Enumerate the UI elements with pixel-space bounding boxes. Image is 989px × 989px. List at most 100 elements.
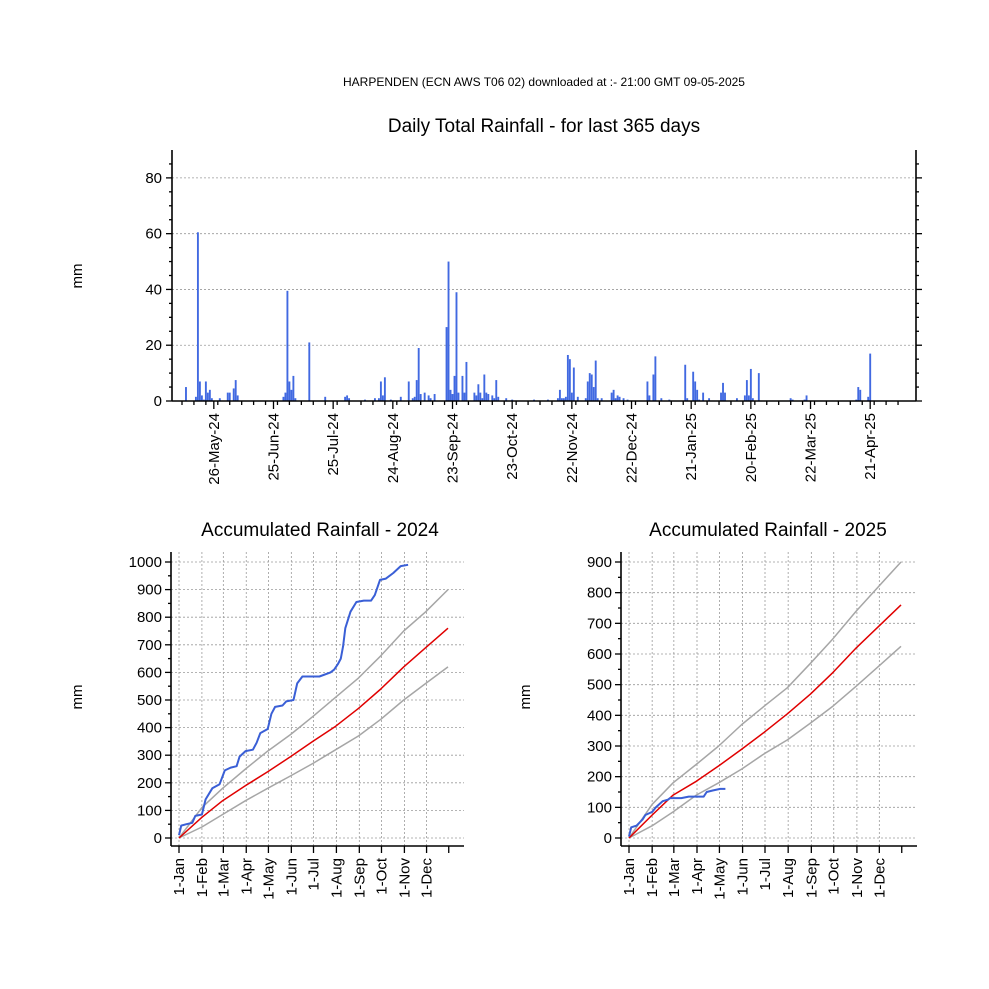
acc-ytick-label: 900	[587, 554, 612, 571]
daily-xtick-label: 22-Dec-24	[624, 413, 641, 483]
daily-bar	[447, 261, 450, 401]
daily-bar	[592, 387, 595, 401]
daily-bar	[584, 398, 587, 401]
daily-bar	[457, 392, 460, 401]
daily-bar	[600, 398, 603, 401]
acc-ytick-label: 900	[137, 582, 162, 599]
daily-bar	[455, 292, 458, 401]
daily-bar	[218, 398, 221, 401]
daily-bar	[708, 398, 711, 401]
daily-ytick-label: 20	[145, 337, 162, 354]
acc-xtick-label: 1-Sep	[351, 858, 368, 898]
daily-bar	[429, 398, 432, 401]
daily-bar	[383, 377, 386, 401]
daily-bar	[377, 398, 380, 401]
daily-bar	[684, 364, 687, 401]
daily-bar	[185, 387, 187, 401]
acc-ytick-label: 0	[604, 830, 612, 847]
daily-bar	[290, 389, 293, 401]
daily-ylabel: mm	[69, 264, 86, 289]
daily-bar	[692, 371, 695, 401]
daily-xtick-label: 26-May-24	[206, 413, 223, 485]
daily-bar	[757, 373, 760, 401]
daily-bar	[618, 396, 621, 401]
acc-xtick-label: 1-Jun	[735, 858, 752, 896]
daily-bar	[236, 395, 239, 401]
daily-bar	[407, 381, 410, 401]
daily-bar	[570, 392, 573, 401]
acc-xtick-label: 1-Jun	[283, 858, 300, 896]
daily-bar	[479, 392, 482, 401]
daily-bar	[475, 395, 478, 401]
daily-bar	[556, 398, 559, 401]
daily-bar	[558, 389, 561, 401]
acc-series-upper	[628, 561, 902, 839]
acc-xtick-label: 1-Oct	[373, 857, 390, 895]
daily-bar	[481, 398, 484, 401]
acc-ytick-label: 200	[137, 775, 162, 792]
daily-bar	[654, 356, 657, 401]
daily-bar	[198, 381, 201, 401]
acc-ytick-label: 100	[137, 802, 162, 819]
daily-bar	[445, 327, 448, 401]
daily-bar	[747, 395, 750, 401]
acc-xtick-label: 1-Dec	[419, 858, 436, 899]
daily-bar	[324, 396, 327, 401]
daily-ytick-label: 40	[145, 281, 162, 298]
daily-bar	[344, 396, 347, 401]
daily-title: Daily Total Rainfall - for last 365 days	[388, 116, 700, 137]
daily-bar	[648, 395, 651, 401]
daily-xtick-label: 25-Jul-24	[325, 413, 342, 476]
daily-bar	[465, 361, 468, 401]
acc-ytick-label: 600	[587, 646, 612, 663]
page-header: HARPENDEN (ECN AWS T06 02) downloaded at…	[343, 75, 745, 89]
daily-bar	[505, 398, 508, 401]
acc-ytick-label: 300	[137, 747, 162, 764]
daily-bar	[495, 380, 498, 401]
daily-bar	[724, 392, 726, 401]
acc-series-actual	[178, 563, 409, 836]
daily-bar	[379, 381, 382, 401]
daily-bar	[805, 395, 808, 401]
daily-bar	[491, 395, 494, 401]
daily-bar	[194, 396, 197, 401]
daily-bar	[594, 360, 597, 401]
daily-bar	[694, 381, 697, 401]
acc-ytick-label: 0	[154, 830, 162, 847]
daily-xtick-label: 22-Nov-24	[564, 413, 581, 483]
acc-xtick-label: 1-Apr	[689, 858, 706, 895]
daily-bar	[284, 392, 287, 401]
daily-xtick-label: 23-Oct-24	[504, 413, 521, 480]
acc-xtick-label: 1-Oct	[826, 857, 843, 895]
acc-ytick-label: 600	[137, 664, 162, 681]
daily-bar	[427, 395, 430, 401]
acc-ytick-label: 400	[137, 720, 162, 737]
daily-bar	[596, 398, 599, 401]
daily-bar	[696, 389, 699, 401]
daily-bar	[568, 359, 571, 401]
daily-bar	[433, 394, 436, 401]
daily-bar	[590, 374, 593, 401]
daily-bar	[413, 396, 416, 401]
daily-bar	[346, 395, 349, 401]
acc-title: Accumulated Rainfall - 2024	[201, 520, 439, 541]
acc-xtick-label: 1-Mar	[215, 858, 232, 897]
daily-bar	[588, 373, 591, 401]
daily-xtick-label: 20-Feb-25	[743, 413, 760, 482]
acc-ylabel: mm	[517, 685, 534, 710]
daily-xtick-label: 22-Mar-25	[803, 413, 820, 482]
daily-bar	[616, 395, 619, 401]
daily-bar	[735, 398, 738, 401]
daily-bar	[473, 392, 476, 401]
daily-bar	[294, 398, 297, 401]
acc-xtick-label: 1-Jul	[757, 858, 774, 891]
daily-ytick-label: 80	[145, 170, 162, 187]
daily-bar	[720, 392, 722, 401]
acc-xtick-label: 1-Mar	[666, 858, 683, 897]
daily-bar	[686, 398, 689, 401]
daily-bar	[745, 380, 748, 401]
acc-ytick-label: 300	[587, 738, 612, 755]
daily-bar	[461, 375, 464, 401]
daily-bar	[660, 398, 663, 401]
acc-xtick-label: 1-Nov	[396, 858, 413, 899]
